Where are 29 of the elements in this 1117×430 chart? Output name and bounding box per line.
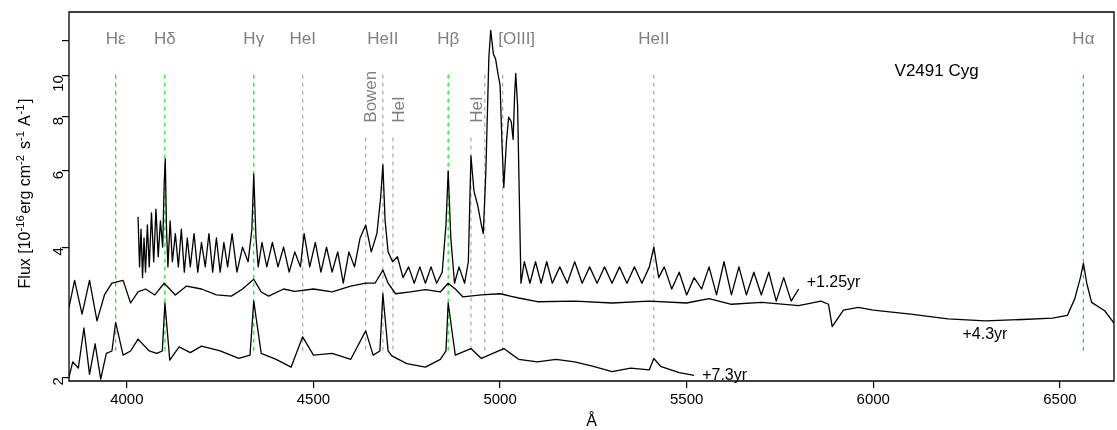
ref-line-label: HeI <box>466 96 486 123</box>
ref-line-label: Hβ <box>437 29 460 49</box>
x-tick-label: 6000 <box>856 390 890 408</box>
x-tick-label: 6500 <box>1043 390 1077 408</box>
y-tick-label: 6 <box>49 171 67 180</box>
y-tick-label: 2 <box>49 377 67 386</box>
ref-line-label: Hγ <box>243 29 265 49</box>
ref-line-label: [OIII] <box>498 29 536 49</box>
annotation: V2491 Cyg <box>894 60 979 80</box>
ref-line-label: HeI <box>289 29 316 49</box>
x-axis-title: Å <box>586 411 598 429</box>
ref-line-label: Hδ <box>154 29 176 49</box>
ref-line-label: HeII <box>367 29 399 49</box>
ref-line-label: Hε <box>105 29 126 49</box>
y-tick-label: 10 <box>49 75 67 92</box>
x-tick-label: 5000 <box>483 390 517 408</box>
ref-line-label: HeI <box>388 96 408 123</box>
ref-line-label: HeII <box>638 29 670 49</box>
x-tick-label: 5500 <box>669 390 704 408</box>
series-label: +7.3yr <box>702 365 748 383</box>
x-tick-label: 4500 <box>296 390 331 408</box>
ref-line-label: Hα <box>1072 29 1095 49</box>
x-tick-label: 4000 <box>110 390 144 408</box>
ref-line-label: Bowen <box>361 70 381 123</box>
series-label: +4.3yr <box>962 325 1009 343</box>
text: Flux [10-16erg cm-2 s-1 A-1] <box>13 98 33 289</box>
y-tick-label: 4 <box>49 247 67 256</box>
y-tick-label: 8 <box>49 117 67 126</box>
series-label: +1.25yr <box>806 273 862 291</box>
